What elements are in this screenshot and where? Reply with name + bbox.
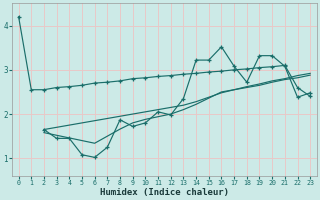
X-axis label: Humidex (Indice chaleur): Humidex (Indice chaleur) bbox=[100, 188, 229, 197]
